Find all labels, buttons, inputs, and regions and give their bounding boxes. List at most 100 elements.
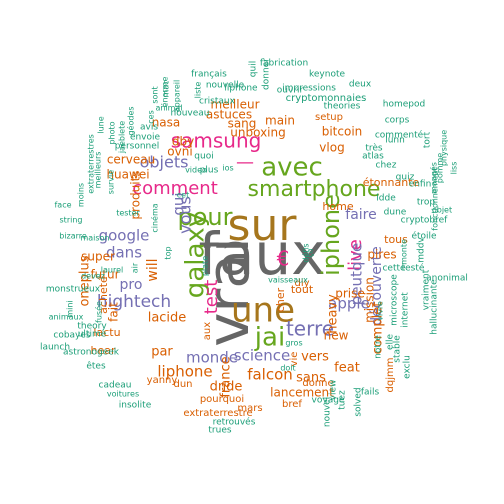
cloud-word: liste — [194, 82, 203, 99]
cloud-word: meilleurs — [94, 152, 103, 189]
cloud-word: monte — [400, 239, 409, 265]
cloud-word: hightech — [97, 292, 171, 312]
cloud-word: bizarre — [59, 232, 87, 241]
cloud-word: pro — [120, 277, 143, 293]
cloud-word: cher — [274, 287, 287, 312]
cloud-word: fails — [361, 388, 380, 398]
cloud-word: cette — [382, 264, 406, 274]
cloud-word: nouvelle — [206, 81, 245, 91]
cloud-word: galaxy — [181, 212, 211, 298]
cloud-word: bitcoin — [322, 125, 363, 139]
cloud-word: objets — [140, 153, 189, 172]
cloud-word: meilleur — [211, 98, 260, 112]
cloud-word: animaux — [49, 313, 84, 322]
cloud-word: oneplus — [78, 255, 93, 306]
cloud-word: setup — [315, 112, 343, 123]
cloud-word: apple — [328, 295, 370, 313]
cloud-word: étonnante — [363, 176, 420, 189]
cloud-word: énorme — [160, 77, 170, 108]
cloud-word: main — [265, 114, 295, 128]
cloud-word: dby — [172, 135, 194, 149]
cloud-word: elle — [386, 334, 396, 351]
cloud-word: laurel — [101, 266, 123, 275]
cloud-word: vraiment — [422, 269, 432, 310]
cloud-word: homepod — [383, 100, 425, 110]
cloud-word: comment — [132, 178, 218, 199]
cloud-word: géodes — [126, 106, 136, 135]
cloud-word: diy — [294, 278, 309, 289]
cloud-word: falcon — [247, 366, 293, 384]
cloud-word: quil — [249, 61, 259, 77]
cloud-word: survie — [107, 170, 116, 194]
cloud-word: ios — [222, 164, 233, 173]
cloud-word: jaeblete — [118, 121, 127, 154]
cloud-word: photo — [108, 121, 117, 144]
cloud-word: tous — [384, 233, 408, 246]
cloud-word: cerveau — [107, 153, 155, 167]
cloud-word: atlas — [362, 152, 384, 162]
cloud-word: ultime — [78, 330, 107, 340]
cloud-word: nasa — [152, 116, 181, 130]
cloud-word: objet — [432, 206, 452, 215]
cloud-word: vaisseaux — [268, 276, 308, 285]
cloud-word: dqjmm — [385, 358, 396, 393]
cloud-word: new — [324, 329, 349, 343]
cloud-word: produits — [129, 170, 143, 219]
cloud-word: monstrueux — [46, 285, 101, 295]
cloud-word: test — [201, 280, 222, 315]
cloud-word: astuces — [206, 108, 252, 122]
cloud-word: yanny — [147, 375, 178, 386]
cloud-word: bref — [282, 399, 302, 410]
cloud-word: vlog — [319, 141, 344, 155]
cloud-word: face — [54, 201, 71, 210]
cloud-word: fait — [107, 302, 121, 322]
cloud-word: science — [234, 347, 290, 365]
cloud-word: étoile — [411, 231, 437, 242]
cloud-word: sur — [228, 200, 298, 251]
cloud-word: string — [60, 216, 83, 225]
cloud-word: sans — [296, 371, 326, 386]
cloud-word: dnde — [210, 380, 243, 395]
cloud-word: insolite — [119, 401, 152, 411]
cloud-word: personnel — [115, 142, 160, 152]
cloud-word: pourquoi — [200, 394, 244, 405]
cloud-word: super — [81, 250, 115, 264]
cloud-word: par — [151, 345, 173, 360]
cloud-word: lunn — [385, 136, 405, 146]
cloud-word: français — [191, 70, 227, 80]
cloud-word: mini — [66, 300, 75, 317]
cloud-word: futur — [90, 268, 119, 282]
cloud-word: pires — [367, 248, 396, 262]
cloud-word: theory — [77, 322, 107, 332]
cloud-word: deux — [349, 80, 372, 90]
cloud-word: dune — [384, 208, 407, 218]
cloud-word: enfin — [409, 180, 432, 190]
cloud-word: plus — [200, 166, 219, 176]
cloud-word: heavy — [326, 294, 341, 334]
cloud-word: gros — [285, 339, 302, 348]
cloud-word: plate — [201, 256, 210, 276]
cloud-word: sang — [228, 117, 257, 131]
cloud-word: moins — [77, 183, 86, 207]
cloud-word: peutque — [348, 243, 366, 305]
cloud-word: lactu — [93, 326, 120, 339]
cloud-word: unboxing — [230, 126, 285, 140]
cloud-word: will — [145, 258, 161, 281]
cloud-word: trop — [417, 198, 436, 208]
cloud-word: air — [131, 262, 140, 273]
cloud-word: voitures — [107, 390, 139, 399]
cloud-word: launch — [40, 343, 70, 353]
cloud-word: keynote — [309, 70, 345, 80]
cloud-word: internet — [401, 292, 411, 328]
cloud-word: appareil — [173, 80, 182, 112]
cloud-word: anonimal — [426, 274, 468, 284]
cloud-word: faux — [198, 220, 325, 288]
cloud-word: cet — [177, 191, 189, 200]
cloud-word: tout — [291, 283, 314, 296]
cloud-word: commenté — [375, 130, 424, 141]
cloud-word: donne — [302, 378, 333, 389]
cloud-word: trues — [208, 426, 231, 436]
cloud-word: tester — [116, 209, 140, 218]
